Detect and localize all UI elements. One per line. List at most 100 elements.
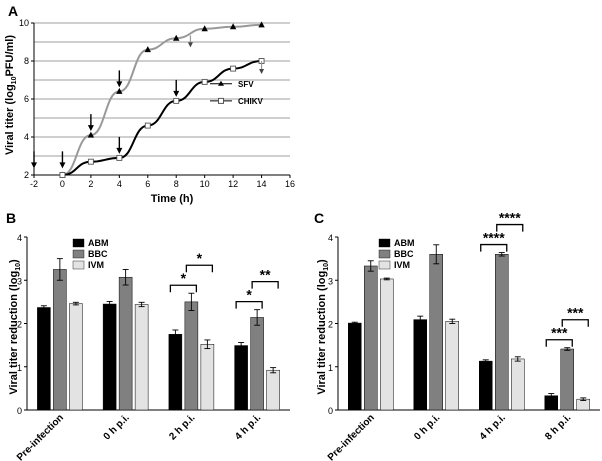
x-tick-label: 10 bbox=[200, 179, 210, 189]
y-tick-label: 1 bbox=[328, 363, 333, 373]
data-point-sfv bbox=[258, 21, 265, 28]
data-point-chikv bbox=[173, 97, 180, 104]
legend-label-bbc: BBC bbox=[394, 249, 414, 259]
treatment-arrow-head bbox=[116, 147, 123, 154]
sfv-plateau-arrow-head bbox=[187, 42, 193, 48]
x-tick-label: 6 bbox=[145, 179, 150, 189]
bar-bbc bbox=[53, 269, 67, 411]
series-line-sfv bbox=[62, 23, 262, 176]
legend-marker-sfv bbox=[218, 80, 224, 86]
data-point-sfv bbox=[87, 131, 95, 138]
treatment-arrow-head bbox=[116, 81, 123, 88]
y-tick-label: 8 bbox=[24, 56, 29, 66]
x-tick-label: 14 bbox=[257, 179, 267, 189]
bar-ivm bbox=[380, 278, 394, 411]
data-point-chikv bbox=[230, 65, 237, 72]
y-tick-label: 10 bbox=[19, 18, 29, 28]
x-tick-label: 4 bbox=[117, 179, 122, 189]
bar-abm bbox=[37, 307, 51, 411]
treatment-arrow-head bbox=[87, 125, 94, 132]
significance-bracket bbox=[169, 284, 198, 293]
legend-label-bbc: BBC bbox=[88, 249, 108, 259]
panel-b-plot: 0 1 2 3 4 Pre-infection 0 h p.i. 2 h p.i. 4 h p.… bbox=[15, 233, 290, 461]
category-label: 4 h p.i. bbox=[478, 412, 508, 442]
legend-swatch-abm bbox=[72, 238, 85, 248]
bar-abm bbox=[168, 334, 183, 411]
category-label: 0 h p.i. bbox=[412, 412, 442, 442]
panel-c-ylabel: Viral titer reduction (log10) bbox=[316, 259, 330, 395]
legend-label-abm: ABM bbox=[88, 238, 109, 248]
category-label: 4 h p.i. bbox=[233, 412, 263, 442]
x-tick-label: -2 bbox=[30, 179, 38, 189]
significance-bracket bbox=[251, 281, 279, 289]
significance-bracket bbox=[496, 223, 524, 232]
legend-label-chikv: CHIKV bbox=[238, 97, 264, 106]
bar-bbc bbox=[560, 348, 574, 411]
treatment-arrow-head bbox=[59, 162, 66, 169]
significance-label: *** bbox=[551, 325, 568, 341]
panel-c-plot: 0 1 2 3 4 Pre-infection 0 h p.i. 4 h p.i. 8 h p.… bbox=[326, 210, 600, 461]
y-tick-label: 3 bbox=[17, 276, 22, 286]
category-label: 8 h p.i. bbox=[543, 412, 573, 442]
data-point-chikv bbox=[144, 122, 151, 129]
significance-label: **** bbox=[499, 210, 521, 226]
bar-bbc bbox=[184, 301, 199, 411]
category-label: Pre-infection bbox=[15, 412, 66, 461]
panel-a-plot: -2 0 2 4 6 8 10 12 14 16 2 4 6 8 10 SFV CHIKV bbox=[19, 18, 295, 189]
significance-label: * bbox=[197, 250, 203, 266]
legend-swatch-ivm bbox=[72, 260, 85, 270]
data-point-sfv bbox=[229, 23, 237, 30]
bar-ivm bbox=[200, 344, 215, 411]
data-point-chikv bbox=[87, 158, 94, 165]
legend-swatch-abm bbox=[378, 238, 391, 248]
y-tick-label: 4 bbox=[328, 233, 333, 243]
data-point-chikv bbox=[201, 78, 208, 85]
y-tick-label: 0 bbox=[328, 406, 333, 416]
panel-b-ylabel: Viral titer reduction (log10) bbox=[8, 259, 22, 395]
bar-bbc bbox=[364, 265, 378, 411]
significance-bracket bbox=[480, 243, 508, 252]
bar-abm bbox=[234, 345, 248, 411]
bar-bbc bbox=[250, 317, 264, 411]
bar-ivm bbox=[266, 369, 280, 411]
significance-bracket bbox=[185, 264, 214, 273]
data-point-chikv bbox=[116, 154, 123, 161]
panel-a-xlabel: Time (h) bbox=[151, 193, 194, 205]
significance-bracket bbox=[545, 339, 573, 347]
bar-bbc bbox=[429, 254, 443, 411]
significance-label: *** bbox=[567, 305, 584, 321]
significance-bracket bbox=[561, 319, 589, 327]
y-tick-label: 2 bbox=[24, 170, 29, 180]
legend-marker-chikv bbox=[218, 97, 224, 104]
bar-abm bbox=[413, 319, 427, 411]
y-tick-label: 4 bbox=[24, 132, 29, 142]
treatment-arrow-head bbox=[173, 90, 180, 97]
x-tick-label: 8 bbox=[174, 179, 179, 189]
panel-a-letter: A bbox=[8, 3, 18, 19]
legend-swatch-bbc bbox=[72, 249, 85, 259]
y-tick-label: 6 bbox=[24, 94, 29, 104]
legend-label-sfv: SFV bbox=[238, 80, 254, 89]
y-tick-label: 1 bbox=[17, 363, 22, 373]
series-line-chikv bbox=[62, 60, 262, 176]
treatment-arrow-head bbox=[31, 162, 37, 169]
legend-swatch-ivm bbox=[378, 260, 391, 270]
x-tick-label: 12 bbox=[228, 179, 238, 189]
y-tick-label: 2 bbox=[328, 320, 333, 330]
significance-label: * bbox=[246, 287, 252, 303]
bar-ivm bbox=[69, 303, 83, 411]
legend-label-ivm: IVM bbox=[394, 260, 410, 270]
category-label: 2 h p.i. bbox=[167, 412, 197, 442]
panel-a-ylabel: Viral titer (log10PFU/ml) bbox=[4, 35, 18, 155]
significance-label: * bbox=[181, 270, 187, 286]
y-tick-label: 4 bbox=[17, 233, 22, 243]
significance-label: **** bbox=[483, 230, 505, 246]
data-point-sfv bbox=[173, 34, 180, 41]
y-tick-label: 3 bbox=[328, 276, 333, 286]
data-point-chikv bbox=[59, 172, 66, 178]
x-tick-label: 16 bbox=[285, 179, 295, 189]
legend-label-ivm: IVM bbox=[88, 260, 104, 270]
bar-ivm bbox=[511, 358, 525, 411]
bar-bbc bbox=[118, 276, 133, 411]
